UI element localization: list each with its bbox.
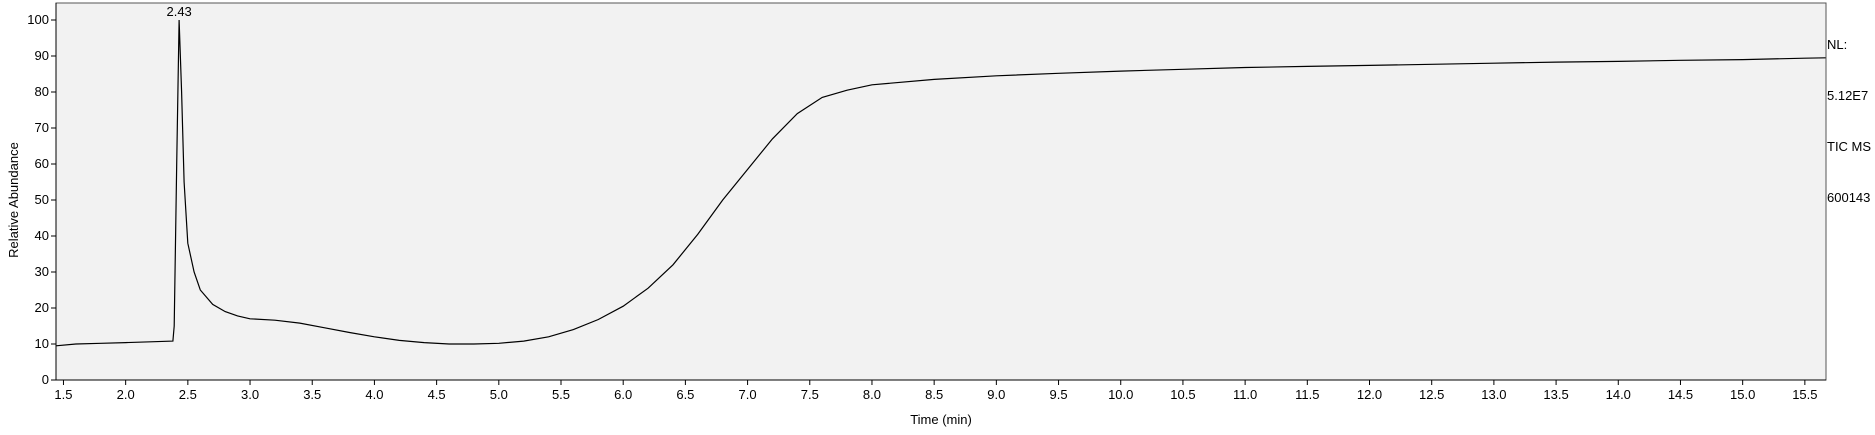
x-tick-label: 1.5 <box>54 387 72 402</box>
x-tick-label: 9.5 <box>1050 387 1068 402</box>
file-id-label: 600143 <box>1827 190 1871 205</box>
x-tick-label: 4.5 <box>428 387 446 402</box>
y-axis-ticks: 0 10 20 30 40 50 60 70 80 90 100 <box>27 12 56 387</box>
x-tick-label: 9.0 <box>987 387 1005 402</box>
x-tick-label: 3.5 <box>303 387 321 402</box>
y-tick-label: 0 <box>42 372 49 387</box>
x-tick-label: 15.0 <box>1730 387 1755 402</box>
x-tick-label: 3.0 <box>241 387 259 402</box>
series-line-0 <box>55 19 1827 347</box>
x-tick-label: 15.5 <box>1792 387 1817 402</box>
y-tick-label: 50 <box>35 192 49 207</box>
x-tick-label: 7.0 <box>739 387 757 402</box>
x-tick-label: 13.0 <box>1481 387 1506 402</box>
peak-annotation-label: 2.43 <box>166 4 191 19</box>
nl-label: NL: <box>1827 37 1848 52</box>
y-tick-label: 20 <box>35 300 49 315</box>
x-tick-label: 10.0 <box>1108 387 1133 402</box>
y-tick-label: 100 <box>27 12 49 27</box>
x-tick-label: 7.5 <box>801 387 819 402</box>
x-tick-label: 11.5 <box>1295 387 1319 402</box>
normalization-info: NL: 5.12E7 TIC MS 600143 <box>1827 2 1871 223</box>
x-tick-label: 12.0 <box>1357 387 1382 402</box>
y-tick-label: 60 <box>35 156 49 171</box>
x-tick-label: 13.5 <box>1543 387 1568 402</box>
x-tick-label: 11.0 <box>1233 387 1257 402</box>
x-axis-title: Time (min) <box>910 412 972 427</box>
x-tick-label: 5.5 <box>552 387 570 402</box>
x-tick-label: 2.5 <box>179 387 197 402</box>
nl-value: 5.12E7 <box>1827 88 1869 103</box>
x-tick-label: 8.5 <box>925 387 943 402</box>
x-tick-label: 14.5 <box>1668 387 1693 402</box>
y-tick-label: 80 <box>35 84 49 99</box>
x-tick-label: 6.0 <box>614 387 632 402</box>
x-tick-label: 2.0 <box>117 387 135 402</box>
y-tick-label: 30 <box>35 264 49 279</box>
scan-filter-label: TIC MS <box>1827 139 1872 154</box>
series-line-group <box>55 19 1827 347</box>
x-tick-label: 4.0 <box>365 387 383 402</box>
x-tick-label: 14.0 <box>1606 387 1631 402</box>
y-tick-label: 10 <box>35 336 49 351</box>
x-tick-label: 12.5 <box>1419 387 1444 402</box>
x-tick-label: 5.0 <box>490 387 508 402</box>
x-tick-label: 8.0 <box>863 387 881 402</box>
x-tick-label: 6.5 <box>676 387 694 402</box>
y-axis-title: Relative Abundance <box>6 142 21 258</box>
y-tick-label: 90 <box>35 48 49 63</box>
x-tick-label: 10.5 <box>1170 387 1195 402</box>
y-tick-label: 40 <box>35 228 49 243</box>
y-tick-label: 70 <box>35 120 49 135</box>
x-axis-ticks: 1.5 2.0 2.5 3.0 3.5 4.0 4.5 5.0 5.5 6.0 6.5 7.0 7.5 8… <box>54 380 1818 402</box>
plot-background <box>56 3 1826 380</box>
